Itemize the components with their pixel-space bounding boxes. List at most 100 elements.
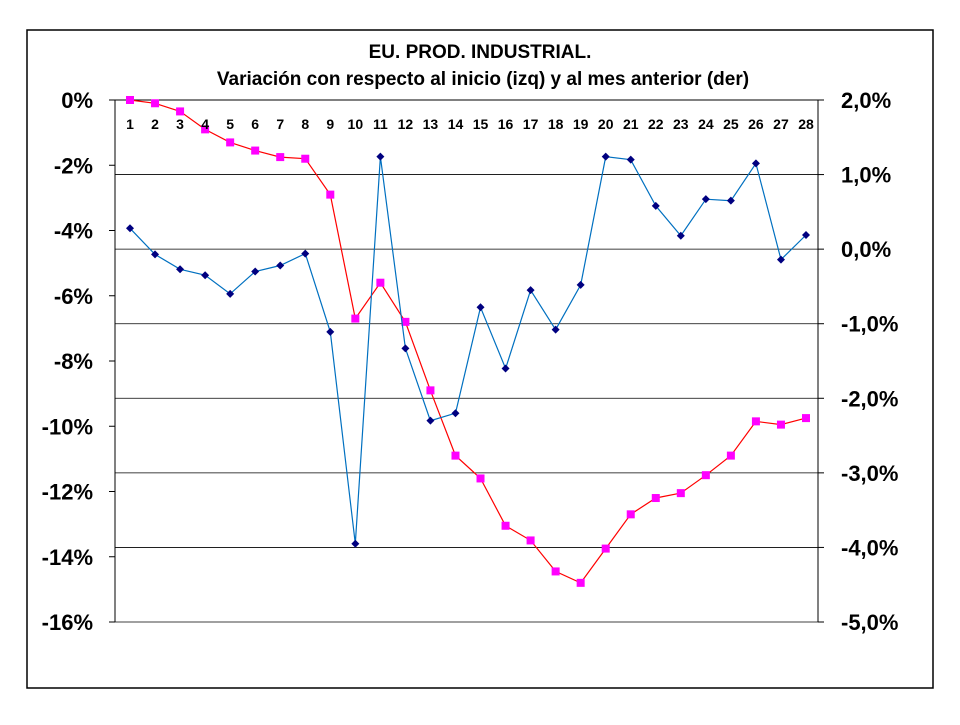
x-tick-label: 27 xyxy=(773,116,789,132)
x-tick-label: 10 xyxy=(348,116,364,132)
left-axis-tick-label: -6% xyxy=(54,284,93,309)
right-axis-tick-labels: 2,0% 1,0% 0,0% -1,0% -2,0% -3,0% -4,0% -5,0% xyxy=(841,88,898,635)
data-point-square xyxy=(176,107,185,116)
data-point-square xyxy=(201,125,210,134)
right-axis-tick-label: -3,0% xyxy=(841,461,898,486)
data-point-diamond xyxy=(176,265,185,274)
x-tick-label: 25 xyxy=(723,116,739,132)
data-point-square xyxy=(151,99,160,108)
data-point-diamond xyxy=(751,159,760,168)
data-point-diamond xyxy=(326,327,335,336)
data-point-diamond xyxy=(351,539,360,548)
x-tick-label: 6 xyxy=(251,116,259,132)
data-point-square xyxy=(551,567,560,576)
chart-border xyxy=(26,29,934,689)
data-point-square xyxy=(276,153,285,162)
data-point-square xyxy=(376,278,385,287)
left-axis-tick-label: -14% xyxy=(42,545,93,570)
x-tick-label: 9 xyxy=(326,116,334,132)
data-point-diamond xyxy=(276,261,285,270)
x-tick-label: 23 xyxy=(673,116,689,132)
x-tick-label: 14 xyxy=(448,116,464,132)
data-point-square xyxy=(401,317,410,326)
data-point-diamond xyxy=(501,364,510,373)
data-point-diamond xyxy=(126,224,134,233)
x-tick-label: 18 xyxy=(548,116,564,132)
data-point-square xyxy=(626,510,635,519)
series-line-left-axis xyxy=(129,99,807,584)
data-point-diamond xyxy=(626,155,635,164)
data-point-square xyxy=(676,489,685,498)
data-point-diamond xyxy=(551,325,560,334)
left-axis-tick-label: -12% xyxy=(42,480,93,505)
data-point-diamond xyxy=(426,416,435,425)
x-tick-label: 15 xyxy=(473,116,489,132)
x-tick-label: 20 xyxy=(598,116,614,132)
data-point-diamond xyxy=(676,231,685,240)
x-tick-label: 19 xyxy=(573,116,589,132)
x-tick-label: 12 xyxy=(398,116,414,132)
x-tick-label: 17 xyxy=(523,116,539,132)
right-axis-tick-label: -4,0% xyxy=(841,535,898,560)
data-point-diamond xyxy=(576,280,585,289)
data-point-square xyxy=(701,471,710,480)
data-point-square xyxy=(326,190,335,199)
data-point-square xyxy=(426,386,435,395)
data-point-square xyxy=(651,494,660,503)
x-tick-label: 5 xyxy=(226,116,234,132)
data-point-diamond xyxy=(201,271,210,280)
data-point-diamond xyxy=(651,201,660,210)
gridlines xyxy=(115,174,818,623)
x-tick-label: 26 xyxy=(748,116,764,132)
data-point-square xyxy=(301,154,310,163)
data-point-square xyxy=(126,96,134,104)
chart-subtitle: Variación con respecto al inicio (izq) y… xyxy=(217,69,749,90)
left-axis-tick-labels: 0% -2% -4% -6% -8% -10% -12% -14% -16% xyxy=(42,88,93,635)
x-tick-label: 22 xyxy=(648,116,664,132)
data-point-square xyxy=(751,417,760,426)
left-axis-tick-label: -8% xyxy=(54,349,93,374)
data-point-diamond xyxy=(251,267,260,276)
data-point-square xyxy=(501,521,510,530)
left-axis-tick-label: -4% xyxy=(54,219,93,244)
data-point-diamond xyxy=(401,344,410,353)
data-point-square xyxy=(802,414,810,423)
data-point-diamond xyxy=(776,255,785,264)
data-point-square xyxy=(526,536,535,545)
right-axis-tick-label: -5,0% xyxy=(841,610,898,635)
data-point-diamond xyxy=(451,409,460,418)
x-tick-label: 2 xyxy=(151,116,159,132)
chart-title: EU. PROD. INDUSTRIAL. xyxy=(369,42,592,63)
x-tick-label: 13 xyxy=(423,116,439,132)
x-tick-label: 24 xyxy=(698,116,714,132)
data-point-square xyxy=(601,544,610,553)
series-layer xyxy=(126,96,810,587)
axes xyxy=(109,99,824,623)
right-axis-tick-label: -2,0% xyxy=(841,386,898,411)
left-axis-tick-label: -16% xyxy=(42,610,93,635)
data-point-diamond xyxy=(151,250,160,259)
data-point-diamond xyxy=(301,249,310,258)
data-point-diamond xyxy=(526,286,535,295)
x-tick-label: 16 xyxy=(498,116,514,132)
data-point-square xyxy=(776,420,785,429)
right-axis-tick-label: 0,0% xyxy=(841,237,891,262)
x-tick-labels: 1 2 3 4 5 6 7 8 9 10 11 12 13 14 15 16 17 18 19 20 21 22 23 24 2… xyxy=(126,116,814,132)
data-point-diamond xyxy=(601,152,610,161)
data-point-square xyxy=(351,314,360,323)
data-point-diamond xyxy=(376,152,385,161)
right-axis-tick-label: -1,0% xyxy=(841,312,898,337)
data-point-diamond xyxy=(726,196,735,205)
left-axis-tick-label: 0% xyxy=(61,88,93,113)
data-point-square xyxy=(726,451,735,460)
x-tick-label: 8 xyxy=(301,116,309,132)
x-tick-label: 28 xyxy=(798,116,814,132)
data-point-square xyxy=(226,138,235,147)
x-tick-label: 11 xyxy=(373,116,388,132)
x-tick-label: 21 xyxy=(623,116,639,132)
data-point-square xyxy=(251,146,260,155)
left-axis-tick-label: -2% xyxy=(54,153,93,178)
data-point-square xyxy=(451,451,460,460)
